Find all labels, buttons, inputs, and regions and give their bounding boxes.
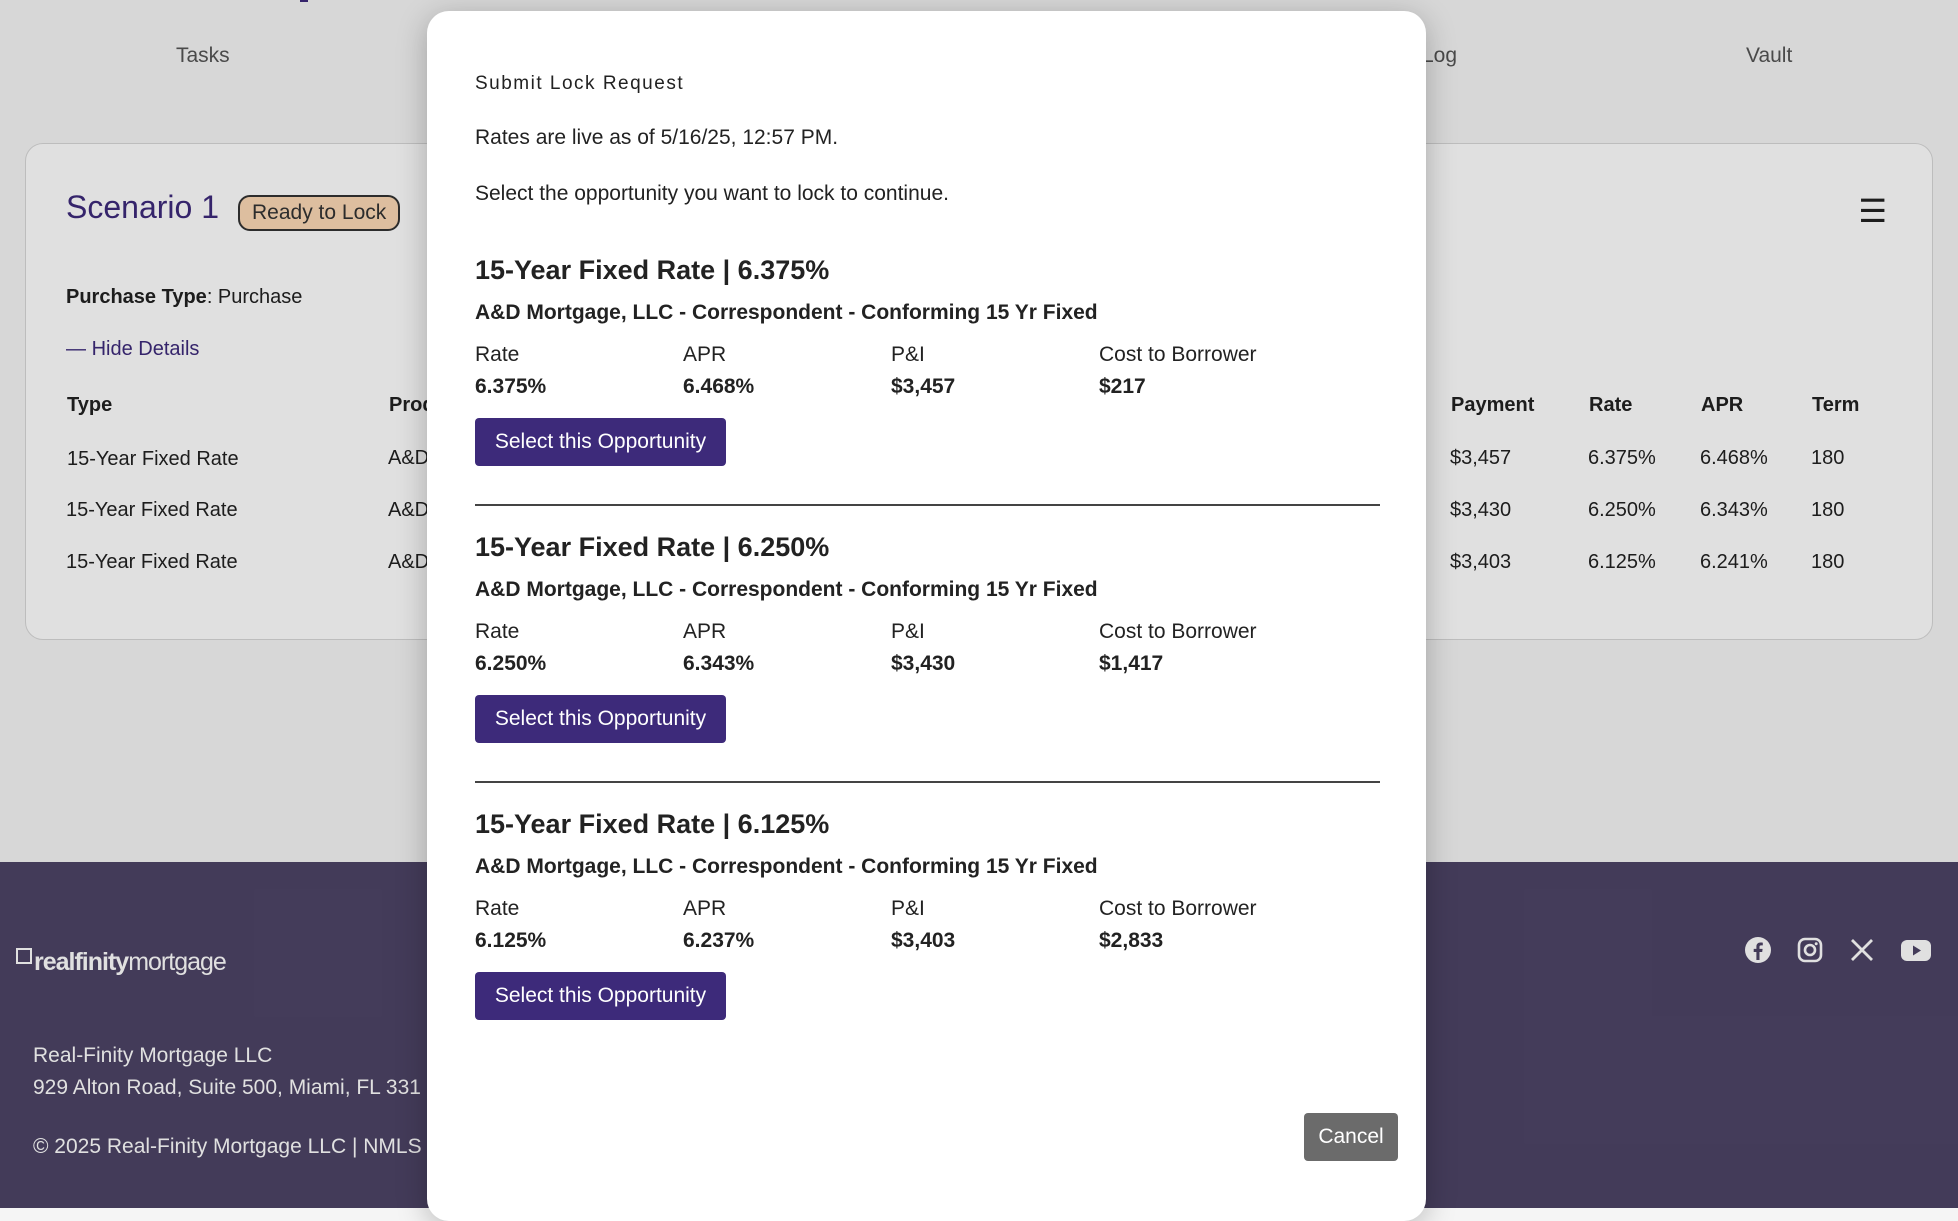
dialog-instruction: Select the opportunity you want to lock … <box>475 182 949 205</box>
company-name: Real-Finity Mortgage LLC <box>33 1044 273 1067</box>
minus-icon: — <box>66 338 86 360</box>
nav-accent <box>300 0 308 2</box>
top-nav: Tasks Log Vault <box>0 0 1958 120</box>
row-3-term: 180 <box>1811 551 1845 573</box>
divider <box>475 504 1380 506</box>
tab-tasks[interactable]: Tasks <box>176 44 230 67</box>
apr-value: 6.237% <box>683 929 755 952</box>
apr-label: APR <box>683 343 727 366</box>
scenario-title: Scenario 1 <box>66 189 219 225</box>
opportunity-lender: A&D Mortgage, LLC - Correspondent - Conf… <box>475 578 1098 601</box>
purchase-type-value: : Purchase <box>206 286 303 308</box>
facebook-icon[interactable] <box>1744 936 1772 964</box>
submit-lock-request-dialog: Submit Lock Request Rates are live as of… <box>427 11 1426 1221</box>
pi-label: P&I <box>891 897 925 920</box>
copyright-text: © 2025 Real-Finity Mortgage LLC | NMLS <box>33 1135 422 1158</box>
cost-value: $1,417 <box>1099 652 1164 675</box>
select-opportunity-button[interactable]: Select this Opportunity <box>475 695 726 743</box>
company-address: 929 Alton Road, Suite 500, Miami, FL 331 <box>33 1076 421 1099</box>
row-2-product: A&D <box>388 499 430 521</box>
row-3-rate: 6.125% <box>1588 551 1656 573</box>
opportunity-title: 15-Year Fixed Rate | 6.250% <box>475 532 830 562</box>
divider <box>475 781 1380 783</box>
opportunity-title: 15-Year Fixed Rate | 6.125% <box>475 809 830 839</box>
rate-label: Rate <box>475 897 520 920</box>
row-3-type: 15-Year Fixed Rate <box>66 551 238 573</box>
status-badge: Ready to Lock <box>238 195 401 231</box>
column-header-product: Prod <box>389 394 435 416</box>
pi-value: $3,430 <box>891 652 956 675</box>
hide-details-label: Hide Details <box>91 338 200 360</box>
cost-label: Cost to Borrower <box>1099 343 1257 366</box>
logo-text-light: mortgage <box>128 948 227 976</box>
rate-label: Rate <box>475 620 520 643</box>
hide-details-link[interactable]: — Hide Details <box>66 338 199 361</box>
row-1-rate: 6.375% <box>1588 447 1656 469</box>
youtube-icon[interactable] <box>1900 936 1932 964</box>
row-3-apr: 6.241% <box>1700 551 1768 573</box>
column-header-term: Term <box>1812 394 1860 416</box>
row-1-apr: 6.468% <box>1700 447 1768 469</box>
opportunity-lender: A&D Mortgage, LLC - Correspondent - Conf… <box>475 301 1098 324</box>
column-header-type: Type <box>67 394 113 416</box>
apr-label: APR <box>683 897 727 920</box>
select-opportunity-button[interactable]: Select this Opportunity <box>475 972 726 1020</box>
row-2-rate: 6.250% <box>1588 499 1656 521</box>
column-header-payment: Payment <box>1451 394 1535 416</box>
rate-value: 6.250% <box>475 652 547 675</box>
logo-mark-icon <box>16 948 32 964</box>
purchase-type: Purchase Type: Purchase <box>66 286 302 309</box>
row-1-product: A&D <box>388 447 430 469</box>
tab-vault[interactable]: Vault <box>1746 44 1793 67</box>
cost-value: $217 <box>1099 375 1146 398</box>
company-logo[interactable]: realfinitymortgage <box>16 948 227 977</box>
row-2-apr: 6.343% <box>1700 499 1768 521</box>
x-icon[interactable] <box>1848 936 1876 964</box>
row-3-product: A&D <box>388 551 430 573</box>
column-header-apr: APR <box>1701 394 1744 416</box>
cost-value: $2,833 <box>1099 929 1164 952</box>
rate-value: 6.375% <box>475 375 547 398</box>
apr-value: 6.343% <box>683 652 755 675</box>
row-2-payment: $3,430 <box>1450 499 1512 521</box>
row-1-term: 180 <box>1811 447 1845 469</box>
row-1-type: 15-Year Fixed Rate <box>67 448 239 470</box>
cost-label: Cost to Borrower <box>1099 620 1257 643</box>
instagram-icon[interactable] <box>1796 936 1824 964</box>
rates-live-timestamp: Rates are live as of 5/16/25, 12:57 PM. <box>475 126 839 149</box>
apr-label: APR <box>683 620 727 643</box>
pi-label: P&I <box>891 620 925 643</box>
row-2-term: 180 <box>1811 499 1845 521</box>
pi-label: P&I <box>891 343 925 366</box>
opportunity-title: 15-Year Fixed Rate | 6.375% <box>475 255 830 285</box>
select-opportunity-button[interactable]: Select this Opportunity <box>475 418 726 466</box>
logo-text-bold: realfinity <box>34 948 129 976</box>
hamburger-menu-icon[interactable]: ☰ <box>1858 193 1887 229</box>
dialog-title: Submit Lock Request <box>475 73 685 94</box>
pi-value: $3,403 <box>891 929 956 952</box>
cost-label: Cost to Borrower <box>1099 897 1257 920</box>
row-1-payment: $3,457 <box>1450 447 1512 469</box>
apr-value: 6.468% <box>683 375 755 398</box>
opportunity-lender: A&D Mortgage, LLC - Correspondent - Conf… <box>475 855 1098 878</box>
tab-log[interactable]: Log <box>1422 44 1458 67</box>
cancel-button[interactable]: Cancel <box>1304 1113 1398 1161</box>
purchase-type-label: Purchase Type <box>66 286 207 308</box>
row-2-type: 15-Year Fixed Rate <box>66 499 238 521</box>
row-3-payment: $3,403 <box>1450 551 1512 573</box>
pi-value: $3,457 <box>891 375 956 398</box>
rate-label: Rate <box>475 343 520 366</box>
rate-value: 6.125% <box>475 929 547 952</box>
column-header-rate: Rate <box>1589 394 1633 416</box>
